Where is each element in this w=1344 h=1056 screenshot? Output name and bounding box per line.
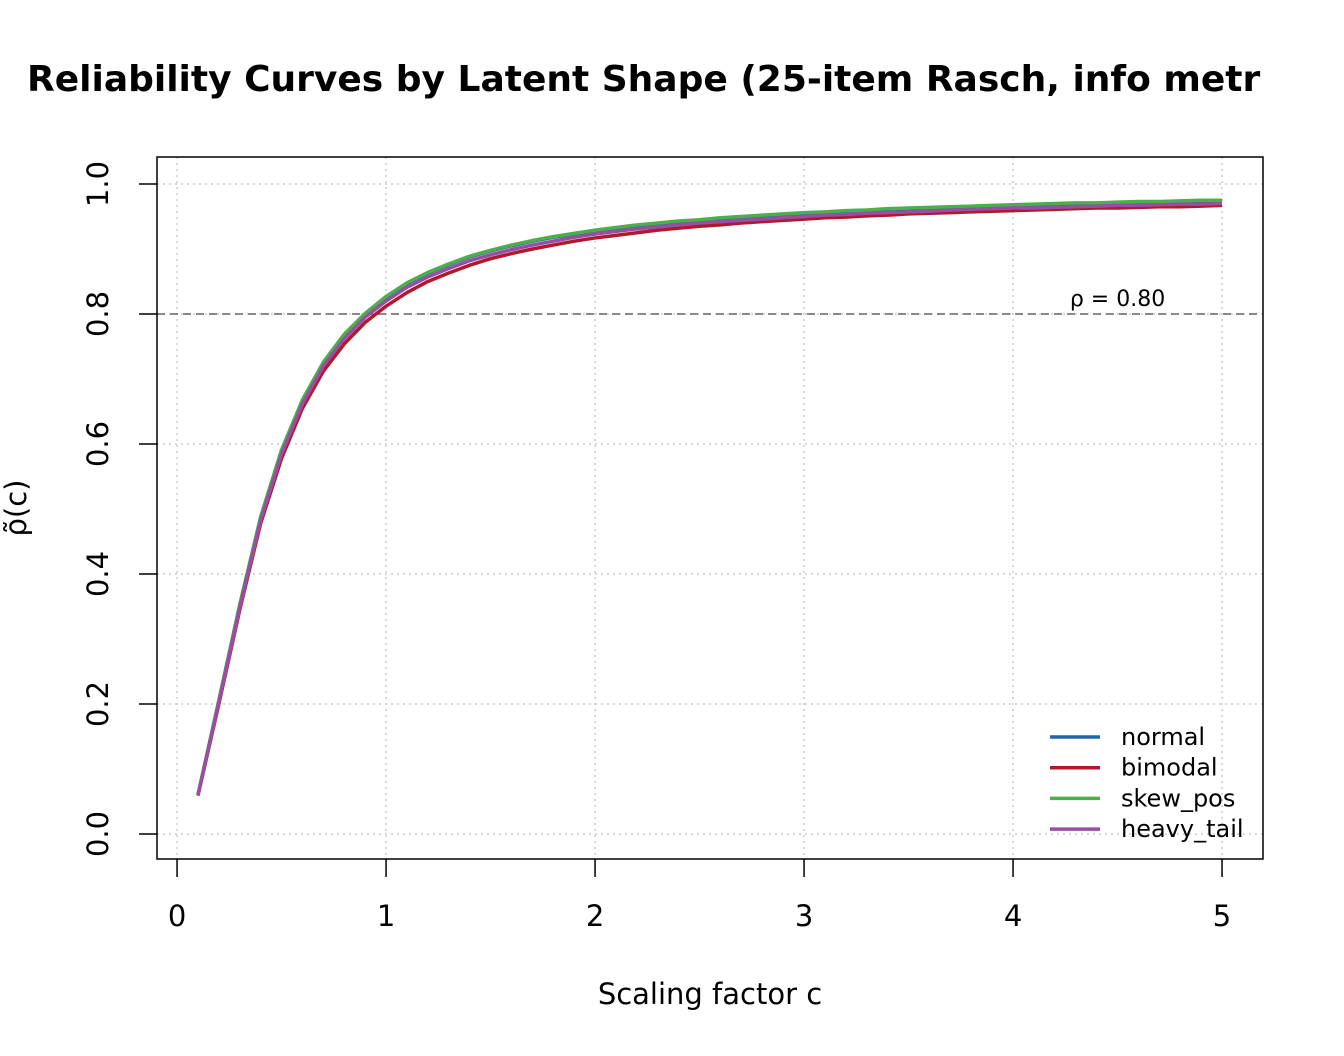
y-tick-label: 1.0: [81, 161, 115, 207]
y-tick-label: 0.0: [81, 811, 115, 857]
y-tick-label: 0.4: [81, 551, 115, 597]
legend-label: bimodal: [1121, 754, 1218, 782]
y-axis-label: ρ̃(c): [0, 480, 33, 537]
y-tick-label: 0.6: [81, 421, 115, 467]
series-line: [196, 201, 1223, 796]
y-tick-label: 0.2: [81, 681, 115, 727]
x-tick-label: 5: [1213, 899, 1231, 933]
legend-label: normal: [1121, 723, 1205, 751]
plot-frame: [156, 156, 1264, 860]
x-tick-label: 2: [586, 899, 604, 933]
x-axis-label: Scaling factor c: [598, 977, 822, 1011]
series-line: [196, 199, 1223, 796]
x-tick-label: 4: [1004, 899, 1022, 933]
x-tick-label: 3: [795, 899, 813, 933]
chart-title: Reliability Curves by Latent Shape (25-i…: [27, 59, 1260, 100]
x-tick-label: 1: [377, 899, 395, 933]
legend-label: heavy_tail: [1121, 815, 1244, 843]
series-line: [196, 203, 1223, 797]
reference-label: ρ = 0.80: [1070, 287, 1165, 312]
series-line: [196, 198, 1223, 796]
y-tick-label: 0.8: [81, 291, 115, 337]
legend-label: skew_pos: [1121, 784, 1235, 812]
x-tick-label: 0: [168, 899, 186, 933]
